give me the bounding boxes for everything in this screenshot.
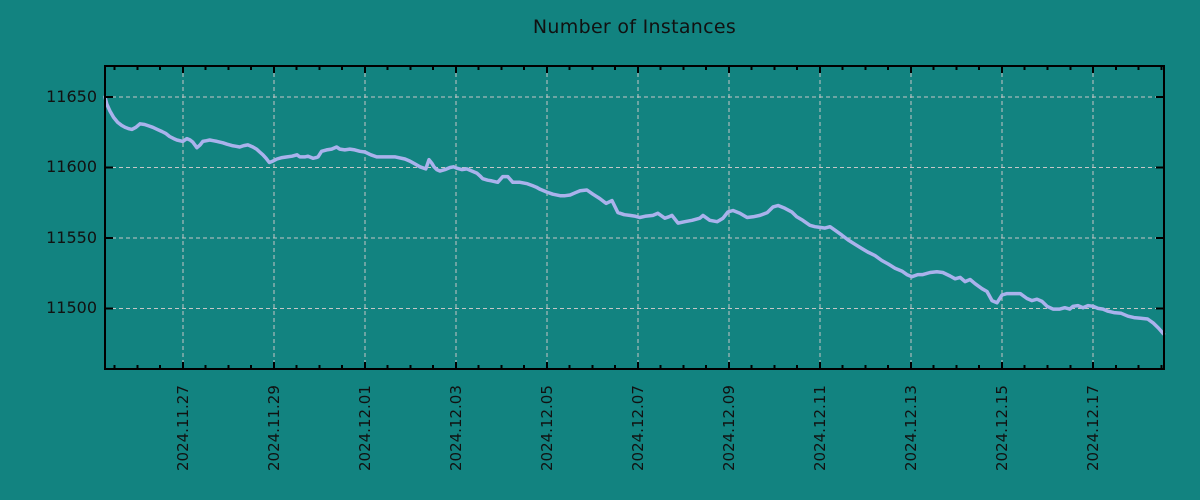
- x-tick-label: 2024.12.11: [810, 385, 829, 471]
- x-tick-label: 2024.11.29: [264, 385, 283, 471]
- x-tick-label: 2024.12.15: [992, 385, 1011, 471]
- x-tick-label: 2024.12.17: [1084, 385, 1102, 471]
- x-tick-label: 2024.12.05: [537, 385, 556, 471]
- x-tick-label: 2024.11.27: [173, 385, 192, 471]
- x-tick-label: 2024.12.07: [628, 385, 647, 471]
- x-tick-label: 2024.12.01: [355, 385, 374, 471]
- x-tick-label: 2024.12.09: [719, 385, 738, 471]
- y-tick-label: 11600: [46, 157, 97, 177]
- x-tick-label: 2024.12.03: [446, 385, 465, 471]
- y-tick-label: 11650: [46, 87, 97, 106]
- x-tick-label: 2024.12.13: [901, 385, 920, 471]
- data-series-line: [103, 95, 1166, 336]
- y-tick-label: 11500: [46, 298, 97, 318]
- plot-border: [104, 65, 1165, 370]
- chart-title: Number of Instances: [532, 16, 737, 38]
- y-tick-label: 11550: [46, 227, 97, 247]
